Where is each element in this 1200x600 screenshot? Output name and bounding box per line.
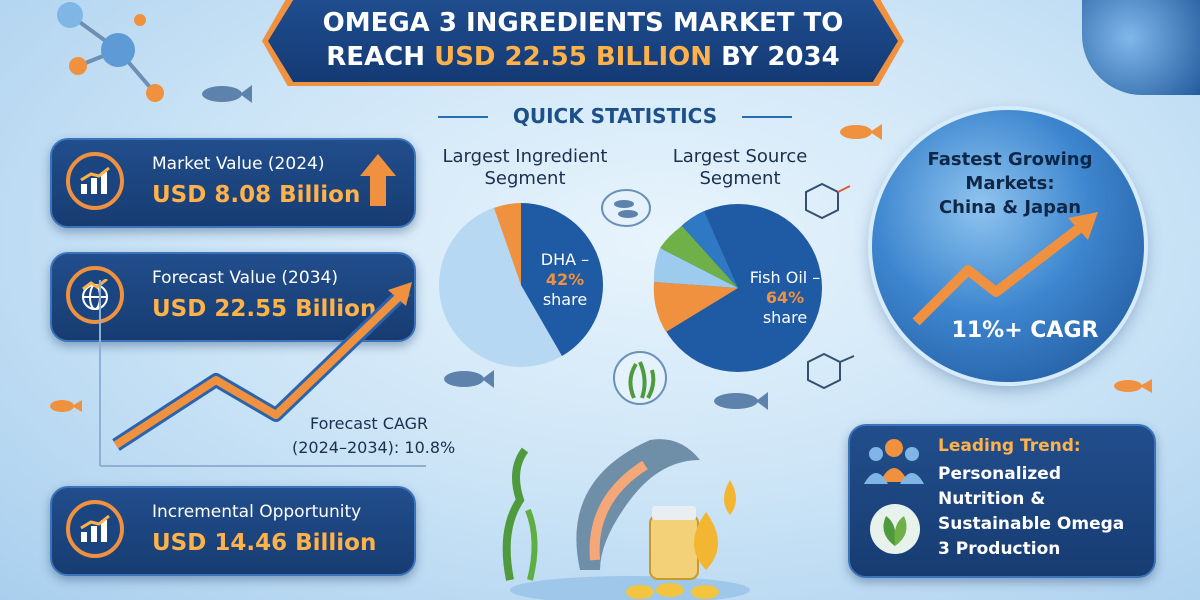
forecast-cagr-line-1: Forecast CAGR [310, 414, 429, 433]
source-label-pct: 64% [765, 288, 805, 307]
ingredient-label-pct: 42% [545, 270, 585, 289]
arrow-up-icon [360, 154, 396, 206]
fish-icon [444, 370, 494, 388]
people-group-icon [864, 439, 924, 484]
molecule-icon [805, 182, 851, 220]
leading-trend-line-2: Nutrition & [938, 489, 1046, 509]
quick-statistics-heading: QUICK STATISTICS [512, 104, 718, 128]
leading-trend-line-1: Personalized [938, 464, 1061, 484]
leading-trend-card: Leading Trend: Personalized Nutrition & … [848, 424, 1156, 578]
fastest-growing-title: Fastest Growing Markets: China & Japan [900, 148, 1120, 220]
source-label-name: Fish Oil – [749, 268, 821, 287]
molecule-icon [807, 352, 855, 390]
pie-slice-dha [521, 203, 603, 356]
globe-icon [872, 110, 1144, 382]
source-pie-title-line-1: Largest Source [672, 146, 808, 167]
pie-slice-other [494, 203, 521, 285]
fastest-growing-line-2: Markets: [965, 173, 1055, 194]
globe-cagr: 11%+ CAGR [951, 318, 1099, 343]
ingredient-label-name: DHA – [540, 250, 590, 269]
forecast-cagr-text: Forecast CAGR (2024–2034): 10.8% [292, 412, 455, 460]
source-pie-label: Fish Oil – 64% share [740, 268, 830, 328]
ingredient-pie-title-line-2: Segment [484, 168, 566, 189]
title-line-1: OMEGA 3 INGREDIENTS MARKET TO [322, 8, 844, 38]
pie-slice-mid-blue [682, 211, 738, 288]
molecule-icon [57, 2, 164, 102]
fish-icon [1114, 379, 1152, 393]
market-value-value: USD 8.08 Billion [152, 182, 361, 208]
ingredient-pie-label: DHA – 42% share [525, 250, 605, 310]
ingredient-pie-title-line-1: Largest Ingredient [442, 146, 608, 167]
page-title: OMEGA 3 INGREDIENTS MARKET TO REACH USD … [268, 6, 898, 74]
incremental-opportunity-card: Incremental Opportunity USD 14.46 Billio… [50, 486, 416, 576]
leaf-icon [870, 504, 920, 554]
leading-trend-title: Leading Trend: [938, 436, 1081, 456]
fish-icon [50, 400, 82, 412]
incremental-opportunity-value: USD 14.46 Billion [152, 530, 377, 556]
ingredient-pie-title: Largest Ingredient Segment [420, 146, 630, 190]
small-globe-icon [1082, 0, 1200, 95]
market-value-label: Market Value (2024) [152, 154, 325, 174]
title-line-2: REACH USD 22.55 BILLION BY 2034 [268, 40, 898, 74]
fastest-growing-line-1: Fastest Growing [927, 149, 1093, 170]
bar-chart-growth-icon [66, 500, 124, 558]
divider-left [438, 116, 488, 118]
salmon-illustration-icon [502, 439, 750, 600]
leading-trend-line-4: 3 Production [938, 539, 1061, 559]
globe-growth-icon [66, 266, 124, 324]
ingredient-label-suffix: share [542, 290, 588, 309]
bar-chart-growth-icon [66, 152, 124, 210]
title-suffix: BY 2034 [712, 42, 840, 72]
pie-slice-light-blue [653, 248, 738, 288]
source-pie-title-line-2: Segment [699, 168, 781, 189]
forecast-value-value: USD 22.55 Billion [152, 296, 377, 322]
growth-trend-arrow-icon [99, 280, 426, 467]
source-label-suffix: share [762, 308, 808, 327]
fish-bubble-icon [601, 189, 651, 227]
title-accent: USD 22.55 BILLION [434, 42, 713, 72]
leading-trend-body: Personalized Nutrition & Sustainable Ome… [938, 462, 1138, 562]
fish-icon [202, 85, 252, 103]
fish-icon [840, 124, 882, 140]
title-banner [268, 0, 898, 82]
ingredient-pie-chart [439, 203, 603, 367]
forecast-value-card: Forecast Value (2034) USD 22.55 Billion [50, 252, 416, 342]
fish-icon [714, 392, 768, 410]
fastest-growing-line-3: China & Japan [938, 197, 1082, 218]
growth-arrow-icon [912, 212, 1098, 326]
forecast-value-label: Forecast Value (2034) [152, 268, 338, 288]
market-value-card: Market Value (2024) USD 8.08 Billion [50, 138, 416, 228]
incremental-opportunity-label: Incremental Opportunity [152, 502, 362, 522]
pie-slice-green [660, 226, 738, 288]
forecast-cagr-line-2: (2024–2034): 10.8% [292, 438, 456, 457]
divider-right [742, 116, 792, 118]
source-pie-title: Largest Source Segment [640, 146, 840, 190]
leading-trend-line-3: Sustainable Omega [938, 514, 1125, 534]
source-pie-chart [653, 204, 822, 372]
seaweed-bubble-icon [613, 351, 667, 405]
pie-slice-orange [653, 282, 738, 332]
title-prefix: REACH [326, 42, 435, 72]
